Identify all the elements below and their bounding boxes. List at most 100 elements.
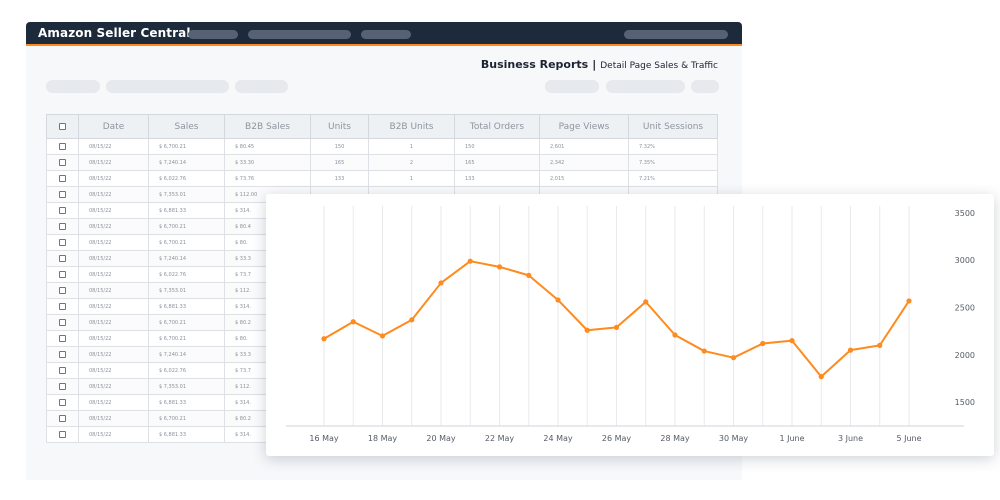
cell-sales: $ 6,700.21 [148, 138, 225, 155]
x-tick-label: 24 May [543, 434, 573, 443]
row-checkbox[interactable] [59, 303, 66, 310]
data-point [818, 374, 824, 380]
column-header-b2b-units[interactable]: B2B Units [368, 114, 455, 139]
row-checkbox[interactable] [59, 367, 66, 374]
row-select-cell [46, 202, 79, 219]
cell-sales: $ 7,240.14 [148, 346, 225, 363]
row-checkbox[interactable] [59, 431, 66, 438]
x-tick-label: 28 May [660, 434, 690, 443]
nav-placeholder-2[interactable] [248, 30, 351, 39]
row-select-cell [46, 346, 79, 363]
y-tick-label: 2000 [955, 351, 975, 360]
table-row[interactable]: 08/15/22 $ 6,700.21 $ 80.45 150 1 150 2,601 7.3… [46, 138, 718, 155]
table-row[interactable]: 08/15/22 $ 6,022.76 $ 73.76 133 1 133 2,015 7.2… [46, 170, 718, 187]
action-placeholder-1[interactable] [545, 80, 599, 93]
cell-date: 08/15/22 [78, 426, 149, 443]
column-header-page-views[interactable]: Page Views [539, 114, 629, 139]
row-checkbox[interactable] [59, 383, 66, 390]
cell-sales: $ 7,240.14 [148, 154, 225, 171]
action-placeholder-2[interactable] [606, 80, 685, 93]
data-point [847, 347, 854, 353]
row-checkbox[interactable] [59, 399, 66, 406]
search-placeholder[interactable] [624, 30, 728, 39]
cell-sales: $ 6,700.21 [148, 410, 225, 427]
column-header-unit-sessions[interactable]: Unit Sessions [628, 114, 718, 139]
data-point [584, 327, 590, 333]
data-point [760, 340, 766, 347]
y-tick-label: 3500 [955, 209, 975, 218]
nav-placeholder-3[interactable] [361, 30, 411, 39]
report-separator: | [592, 58, 597, 71]
data-point [789, 338, 795, 344]
table-row[interactable]: 08/15/22 $ 7,240.14 $ 33.30 165 2 165 2,342 7.3… [46, 154, 718, 171]
filter-placeholder-1[interactable] [46, 80, 100, 93]
cell-total-orders: 165 [454, 154, 540, 171]
data-point [379, 333, 386, 339]
select-all-cell [46, 114, 79, 139]
cell-b2b-units: 2 [368, 154, 455, 171]
cell-date: 08/15/22 [78, 346, 149, 363]
data-point [730, 355, 737, 361]
cell-sales: $ 6,881.33 [148, 394, 225, 411]
table-header-row: Date Sales B2B Sales Units B2B Units Tot… [46, 114, 718, 139]
row-checkbox[interactable] [59, 159, 66, 166]
column-header-units[interactable]: Units [310, 114, 369, 139]
row-select-cell [46, 170, 79, 187]
cell-sales: $ 6,700.21 [148, 314, 225, 331]
row-checkbox[interactable] [59, 239, 66, 246]
row-select-cell [46, 362, 79, 379]
filter-placeholder-2[interactable] [106, 80, 229, 93]
app-title[interactable]: Amazon Seller Central [38, 26, 191, 40]
top-navigation-bar: Amazon Seller Central [26, 22, 742, 46]
cell-date: 08/15/22 [78, 138, 149, 155]
cell-date: 08/15/22 [78, 394, 149, 411]
cell-date: 08/15/22 [78, 410, 149, 427]
row-checkbox[interactable] [59, 143, 66, 150]
column-header-total-orders[interactable]: Total Orders [454, 114, 540, 139]
row-select-cell [46, 282, 79, 299]
row-checkbox[interactable] [59, 207, 66, 214]
data-point [877, 342, 883, 348]
row-select-cell [46, 186, 79, 203]
column-header-b2b-sales[interactable]: B2B Sales [224, 114, 311, 139]
row-select-cell [46, 330, 79, 347]
row-select-cell [46, 234, 79, 251]
nav-placeholder-1[interactable] [188, 30, 238, 39]
cell-date: 08/15/22 [78, 266, 149, 283]
report-heading: Business Reports | Detail Page Sales & Tra… [481, 58, 718, 71]
row-checkbox[interactable] [59, 335, 66, 342]
row-checkbox[interactable] [59, 287, 66, 294]
row-checkbox[interactable] [59, 255, 66, 262]
select-all-checkbox[interactable] [59, 122, 66, 130]
row-checkbox[interactable] [59, 223, 66, 230]
row-checkbox[interactable] [59, 415, 66, 422]
row-checkbox[interactable] [59, 175, 66, 182]
action-placeholder-3[interactable] [691, 80, 719, 93]
row-select-cell [46, 218, 79, 235]
x-tick-label: 20 May [426, 434, 456, 443]
x-tick-label: 30 May [719, 434, 749, 443]
row-select-cell [46, 138, 79, 155]
cell-date: 08/15/22 [78, 186, 149, 203]
row-checkbox[interactable] [59, 319, 66, 326]
cell-b2b-sales: $ 33.30 [224, 154, 311, 171]
cell-sales: $ 6,881.33 [148, 202, 225, 219]
row-checkbox[interactable] [59, 191, 66, 198]
cell-sales: $ 6,700.21 [148, 330, 225, 347]
report-title: Business Reports [480, 58, 589, 71]
cell-b2b-sales: $ 73.76 [224, 170, 311, 187]
cell-total-orders: 133 [454, 170, 540, 187]
column-header-sales[interactable]: Sales [148, 114, 225, 139]
y-tick-label: 1500 [955, 398, 975, 407]
row-checkbox[interactable] [59, 351, 66, 358]
filter-placeholder-3[interactable] [235, 80, 288, 93]
cell-sales: $ 6,022.76 [148, 362, 225, 379]
row-select-cell [46, 298, 79, 315]
column-header-date[interactable]: Date [78, 114, 149, 139]
cell-date: 08/15/22 [78, 282, 149, 299]
row-select-cell [46, 250, 79, 267]
data-point [672, 332, 678, 338]
cell-unit-sessions: 7.32% [628, 138, 718, 155]
row-checkbox[interactable] [59, 271, 66, 278]
data-point [526, 272, 532, 278]
